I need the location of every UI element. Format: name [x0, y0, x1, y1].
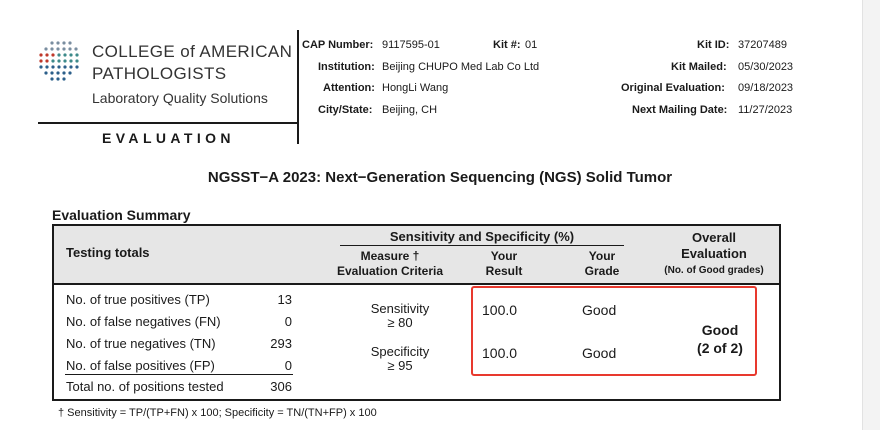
sensitivity-name: Sensitivity	[370, 301, 430, 316]
sensitivity-grade: Good	[582, 302, 617, 318]
grade-header-line1: Your	[588, 249, 616, 263]
kit-mailed-label: Kit Mailed:	[671, 61, 727, 73]
overall-header-line1: Overall	[691, 230, 737, 245]
page-title: NGSST−A 2023: Next−Generation Sequencing…	[207, 169, 673, 186]
logo-text-line3: Laboratory Quality Solutions	[92, 90, 268, 106]
evaluation-summary-title: Evaluation Summary	[52, 207, 191, 223]
cap-number-label: CAP Number:	[302, 39, 374, 51]
sensitivity-result: 100.0	[482, 302, 518, 318]
tn-label: No. of true negatives (TN)	[66, 336, 216, 351]
measure-header-line2: Evaluation Criteria	[336, 264, 444, 278]
kit-id-value: 37207489	[738, 39, 787, 51]
kit-no-label: Kit #:	[493, 39, 521, 51]
attention-value: HongLi Wang	[382, 82, 449, 94]
result-header-line2: Result	[485, 264, 523, 278]
total-positions-label: Total no. of positions tested	[66, 379, 224, 394]
overall-grade: Good	[701, 322, 739, 338]
table-header-row	[54, 226, 779, 283]
result-header-line1: Your	[490, 249, 518, 263]
specificity-name: Specificity	[370, 344, 430, 359]
sens-spec-underline	[340, 245, 624, 246]
fp-label: No. of false positives (FP)	[66, 358, 215, 373]
next-mailing-value: 11/27/2023	[738, 104, 793, 116]
tp-value: 13	[277, 292, 292, 307]
header-divider-vertical	[297, 30, 299, 144]
tp-label: No. of true positives (TP)	[66, 292, 210, 307]
testing-totals-header: Testing totals	[66, 245, 150, 260]
kit-id-label: Kit ID:	[697, 39, 730, 51]
fn-value: 0	[284, 314, 292, 329]
totals-underline	[65, 374, 293, 375]
next-mailing-label: Next Mailing Date:	[632, 104, 728, 116]
institution-label: Institution:	[318, 61, 375, 73]
logo-text-line2: PATHOLOGISTS	[92, 64, 227, 83]
measure-header-line1: Measure †	[360, 249, 420, 263]
original-eval-label: Original Evaluation:	[621, 82, 725, 94]
fn-label: No. of false negatives (FN)	[66, 314, 221, 329]
highlight-box	[471, 286, 757, 376]
footnote: † Sensitivity = TP/(TP+FN) x 100; Specif…	[58, 407, 377, 419]
sens-spec-header: Sensitivity and Specificity (%)	[389, 229, 575, 244]
overall-header-line2: Evaluation	[681, 246, 747, 261]
grade-header-line2: Grade	[584, 264, 620, 278]
specificity-result: 100.0	[482, 345, 518, 361]
city-state-value: Beijing, CH	[382, 104, 438, 116]
kit-no-value: 01	[525, 39, 538, 51]
fp-value: 0	[284, 358, 292, 373]
section-label: EVALUATION	[102, 130, 235, 146]
institution-value: Beijing CHUPO Med Lab Co Ltd	[382, 61, 540, 73]
total-positions-value: 306	[270, 379, 292, 394]
cap-logo-dots-icon	[39, 41, 79, 81]
page-edge-shadow	[862, 0, 880, 430]
original-eval-value: 09/18/2023	[738, 82, 794, 94]
header-divider-horizontal	[38, 122, 297, 124]
attention-label: Attention:	[323, 82, 375, 94]
tn-value: 293	[270, 336, 292, 351]
city-state-label: City/State:	[318, 104, 373, 116]
table-header-divider	[54, 283, 779, 285]
overall-header-line3: (No. of Good grades)	[664, 265, 764, 276]
sensitivity-criteria: ≥ 80	[387, 315, 413, 330]
specificity-grade: Good	[582, 345, 617, 361]
cap-number-value: 9117595-01	[382, 39, 440, 51]
logo-text-line1: COLLEGE of AMERICAN	[92, 42, 293, 61]
specificity-criteria: ≥ 95	[387, 358, 413, 373]
evaluation-summary-table: Testing totals Sensitivity and Specifici…	[52, 224, 781, 401]
kit-mailed-value: 05/30/2023	[738, 61, 794, 73]
overall-count: (2 of 2)	[697, 340, 743, 356]
cap-logo: COLLEGE of AMERICAN PATHOLOGISTS Laborat…	[38, 40, 296, 110]
